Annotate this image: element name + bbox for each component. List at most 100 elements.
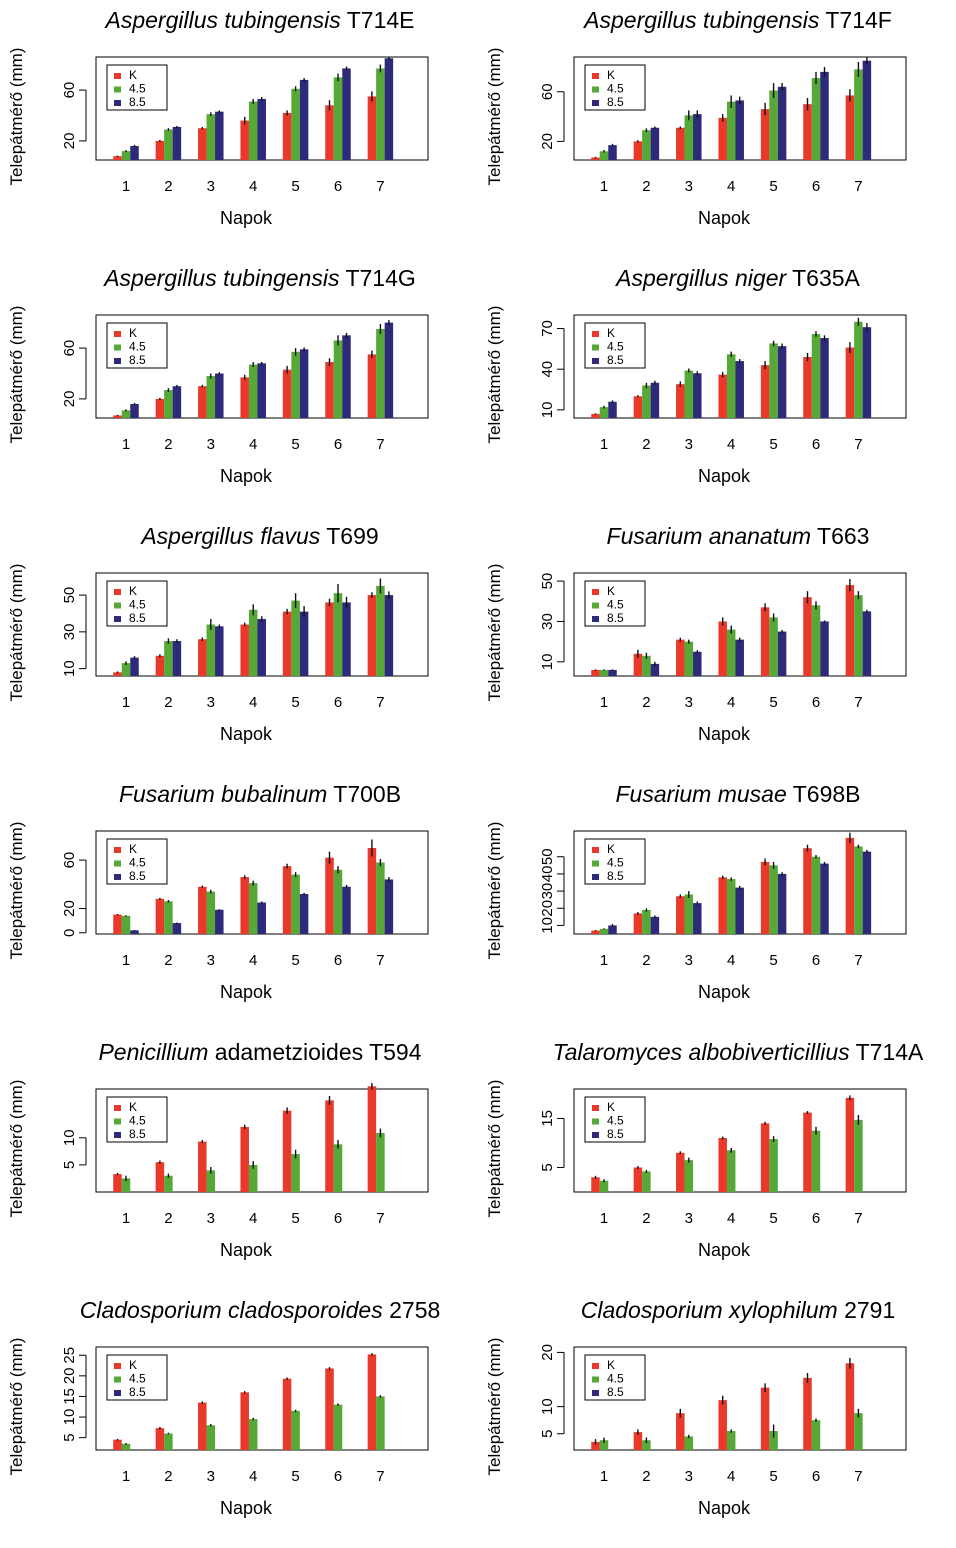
x-tick-label: 5: [769, 1210, 777, 1227]
x-tick-label: 5: [291, 178, 299, 195]
bar-K: [633, 913, 643, 934]
bar-4-5: [291, 351, 300, 418]
legend-swatch: [592, 1363, 599, 1369]
bar-4-5: [726, 354, 736, 418]
bar-K: [198, 1402, 207, 1450]
y-axis-label: Telepátmérő (mm): [7, 564, 26, 702]
bar-8-5: [820, 338, 829, 418]
bar-8-5: [384, 322, 394, 418]
x-axis-label: Napok: [698, 724, 751, 744]
legend-label: 4.5: [129, 340, 146, 354]
x-tick-label: 5: [291, 1468, 299, 1485]
bar-4-5: [811, 78, 821, 160]
bar-8-5: [693, 903, 702, 934]
bar-4-5: [642, 130, 651, 160]
bar-4-5: [726, 1431, 736, 1450]
bar-4-5: [121, 1443, 131, 1450]
x-tick-label: 1: [600, 436, 608, 453]
legend-label: 8.5: [607, 1127, 624, 1141]
x-tick-label: 2: [164, 436, 172, 453]
x-tick-label: 3: [207, 436, 215, 453]
chart-panel: Aspergillus flavus T699 10 30 50 Telepátmérő…: [0, 516, 478, 774]
y-tick-label: 10: [539, 1398, 556, 1415]
chart-title: Penicillium adametzioides T594: [98, 1039, 421, 1065]
legend: K4.58.5: [584, 838, 646, 885]
legend-swatch: [592, 602, 599, 609]
y-tick-label: 25: [61, 1347, 78, 1364]
y-tick-label: 40: [539, 866, 556, 883]
bar-4-5: [121, 410, 131, 418]
legend-label: K: [607, 842, 615, 856]
bar-4-5: [599, 407, 609, 418]
y-tick-label: 10: [61, 660, 78, 677]
bar-8-5: [693, 114, 702, 160]
legend-label: 4.5: [607, 1114, 624, 1128]
x-tick-label: 3: [207, 952, 215, 969]
bar-4-5: [206, 624, 216, 676]
x-tick-label: 7: [854, 1468, 862, 1485]
x-tick-label: 3: [685, 952, 693, 969]
x-tick-label: 4: [249, 178, 257, 195]
x-tick-label: 6: [334, 694, 342, 711]
bar-8-5: [384, 879, 394, 934]
legend: K4.58.5: [106, 322, 168, 369]
bar-K: [155, 1162, 165, 1192]
legend-label: 8.5: [129, 869, 146, 883]
chart-panel: Aspergillus niger T635A 10 40 70 Telepátmérő…: [478, 258, 956, 516]
bar-4-5: [291, 1410, 300, 1450]
bar-4-5: [599, 1440, 609, 1450]
legend-swatch: [592, 1132, 599, 1138]
bar-4-5: [291, 600, 300, 676]
y-axis-label: Telepátmérő (mm): [485, 306, 504, 444]
bar-K: [155, 1428, 165, 1450]
bar-8-5: [777, 631, 787, 676]
x-tick-label: 3: [685, 436, 693, 453]
x-tick-label: 1: [600, 1210, 608, 1227]
x-tick-label: 6: [334, 178, 342, 195]
y-tick-label: 40: [539, 361, 556, 378]
bar-8-5: [384, 58, 394, 160]
bar-8-5: [862, 851, 872, 934]
y-tick-label: 20: [61, 900, 78, 917]
bar-8-5: [130, 657, 139, 676]
y-tick-label: 60: [539, 83, 556, 100]
legend-swatch: [592, 589, 599, 595]
legend-label: 8.5: [607, 1385, 624, 1399]
bar-K: [803, 1112, 812, 1192]
bar-K: [676, 384, 685, 418]
bar-4-5: [854, 846, 863, 934]
bar-4-5: [642, 385, 651, 418]
legend: K4.58.5: [106, 1096, 168, 1143]
legend: K4.58.5: [106, 838, 168, 885]
bar-4-5: [291, 88, 300, 160]
chart-title: Aspergillus tubingensis T714E: [104, 7, 415, 33]
bar-4-5: [333, 1404, 343, 1450]
bar-8-5: [650, 382, 660, 418]
legend-label: 4.5: [607, 598, 624, 612]
bar-4-5: [121, 1178, 131, 1192]
legend-label: 4.5: [129, 1114, 146, 1128]
bar-8-5: [215, 373, 224, 418]
bar-K: [845, 95, 855, 160]
chart-svg: Cladosporium cladosporoides 275851015202…: [7, 1297, 440, 1518]
x-tick-label: 7: [376, 436, 384, 453]
x-tick-label: 1: [600, 952, 608, 969]
legend-swatch: [592, 1105, 599, 1111]
legend-label: K: [607, 584, 615, 598]
x-tick-label: 7: [854, 952, 862, 969]
bar-8-5: [299, 894, 309, 934]
bar-4-5: [333, 869, 343, 934]
x-tick-label: 3: [685, 694, 693, 711]
legend-swatch: [592, 331, 599, 337]
x-axis-label: Napok: [220, 982, 273, 1002]
x-tick-label: 7: [376, 178, 384, 195]
legend-label: 8.5: [607, 353, 624, 367]
x-axis-label: Napok: [220, 1498, 273, 1518]
x-tick-label: 1: [600, 1468, 608, 1485]
y-tick-label: 10: [539, 402, 556, 419]
bar-K: [845, 837, 855, 934]
bar-K: [240, 377, 249, 418]
legend-swatch: [592, 344, 599, 351]
bar-K: [282, 369, 292, 418]
chart-svg: Aspergillus niger T635A 10 40 70 Telepátmérő…: [485, 265, 907, 486]
